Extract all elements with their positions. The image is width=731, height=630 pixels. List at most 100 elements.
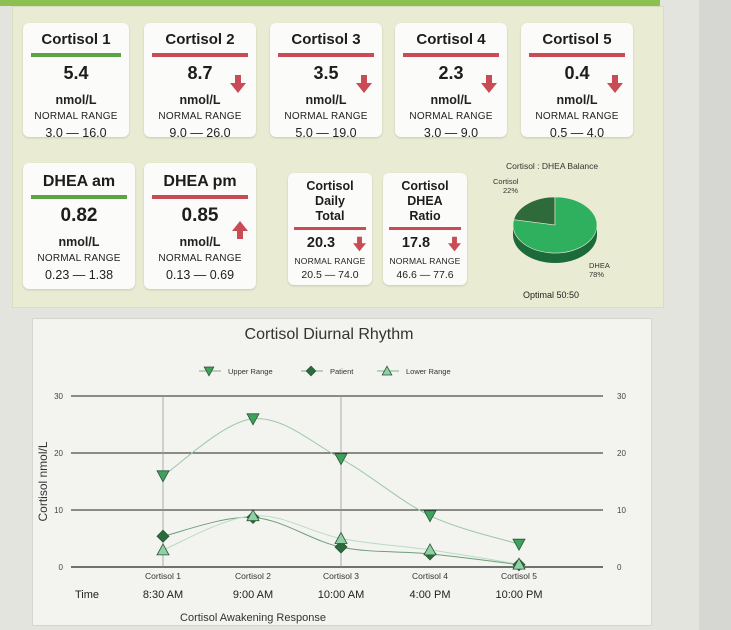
status-bar <box>389 227 461 230</box>
card-value: 0.82 <box>60 205 98 226</box>
card-unit: nmol/L <box>179 93 221 107</box>
range-label: NORMAL RANGE <box>389 256 461 266</box>
y-tick-right: 20 <box>617 449 626 458</box>
y-tick-right: 30 <box>617 392 626 401</box>
card-unit: nmol/L <box>305 93 347 107</box>
range-label: NORMAL RANGE <box>284 111 368 122</box>
x-axis-label: Cortisol Awakening Response <box>180 612 326 624</box>
x-time-label: 8:30 AM <box>143 589 183 601</box>
data-point <box>334 531 348 544</box>
arrow-down-icon <box>481 75 497 93</box>
pie-title: Cortisol : DHEA Balance <box>506 161 599 171</box>
data-point <box>512 538 526 552</box>
range-label: NORMAL RANGE <box>158 111 242 122</box>
status-bar <box>152 53 248 57</box>
top-accent-bar <box>0 0 660 6</box>
data-point <box>246 413 260 426</box>
x-time-label: 4:00 PM <box>410 589 451 601</box>
card-title-line: Cortisol <box>401 179 449 193</box>
status-bar <box>31 195 127 199</box>
range-value: 5.0 — 19.0 <box>295 126 357 140</box>
pie-slice-dhea <box>512 196 598 254</box>
card-value: 2.3 <box>438 63 464 83</box>
pie-label-cortisol-name: Cortisol <box>493 177 519 186</box>
status-bar <box>152 195 248 199</box>
card-unit: nmol/L <box>55 93 97 107</box>
y-tick-left: 30 <box>54 392 63 401</box>
data-point <box>156 543 170 556</box>
pie-label-cortisol: Cortisol 22% <box>493 177 518 195</box>
range-label: NORMAL RANGE <box>37 253 121 264</box>
card-title-line: Total <box>315 209 345 223</box>
card-value: 3.5 <box>313 63 339 83</box>
marker-card: Cortisol 1 5.4 nmol/L NORMAL RANGE 3.0 — 16.… <box>23 23 129 140</box>
data-point <box>512 557 526 570</box>
y-tick-left: 10 <box>54 506 63 515</box>
card-title: Cortisol 5 <box>542 31 612 48</box>
pie-slice-cortisol <box>513 196 556 226</box>
y-tick-right: 0 <box>617 563 622 572</box>
card-value: 0.85 <box>181 205 219 226</box>
status-bar <box>294 227 366 230</box>
card-unit: nmol/L <box>58 235 100 249</box>
arrow-down-icon <box>356 75 372 93</box>
ratio-card: Cortisol DHEA Ratio 17.8 NORMAL RANGE 46.6 — … <box>383 173 467 285</box>
range-value: 20.5 — 74.0 <box>301 269 359 281</box>
status-bar <box>278 53 374 57</box>
range-value: 0.5 — 4.0 <box>549 126 605 140</box>
range-value: 3.0 — 9.0 <box>423 126 479 140</box>
card-title-line: Cortisol <box>306 179 354 193</box>
data-point <box>156 529 170 543</box>
status-bar <box>403 53 499 57</box>
card-title: Cortisol 2 <box>165 31 235 48</box>
data-point <box>423 510 437 523</box>
marker-card: DHEA pm 0.85 nmol/L NORMAL RANGE 0.13 — 0.69 <box>144 163 256 289</box>
legend-marker <box>203 366 215 377</box>
x-category-label: Cortisol 4 <box>412 571 448 581</box>
card-title: Cortisol 3 <box>291 31 361 48</box>
legend-marker <box>381 365 393 376</box>
legend-label: Patient <box>330 367 354 376</box>
pie-side-wall <box>513 225 597 263</box>
marker-card: Cortisol 2 8.7 nmol/L NORMAL RANGE 9.0 — 26.… <box>144 23 256 140</box>
x-time-label: 10:00 AM <box>318 589 364 601</box>
diurnal-chart-container: Cortisol Diurnal Rhythm Upper Range Patien… <box>32 318 652 626</box>
data-point <box>156 470 170 483</box>
card-value: 5.4 <box>63 63 89 83</box>
pie-label-dhea: DHEA 78% <box>589 261 610 279</box>
pie-label-dhea-name: DHEA <box>589 261 610 270</box>
card-value: 20.3 <box>306 235 336 251</box>
status-bar <box>529 53 625 57</box>
x-category-label: Cortisol 5 <box>501 571 537 581</box>
data-point <box>334 453 348 466</box>
diurnal-rhythm-chart: Cortisol Diurnal Rhythm Upper Range Patien… <box>36 326 626 624</box>
card-title: DHEA am <box>42 173 116 190</box>
x-category-label: Cortisol 1 <box>145 571 181 581</box>
legend-label: Upper Range <box>228 367 273 376</box>
arrow-down-icon <box>230 75 246 93</box>
range-label: NORMAL RANGE <box>294 256 366 266</box>
arrow-down-icon <box>353 236 366 252</box>
marker-card: Cortisol 5 0.4 nmol/L NORMAL RANGE 0.5 — 4.0 <box>521 23 633 140</box>
marker-card: Cortisol 3 3.5 nmol/L NORMAL RANGE 5.0 — 19.… <box>270 23 382 140</box>
arrow-down-icon <box>448 236 461 252</box>
pie-label-cortisol-pct: 22% <box>503 186 519 195</box>
pie-footer: Optimal 50:50 <box>523 290 580 300</box>
card-unit: nmol/L <box>179 235 221 249</box>
x-time-label: 10:00 PM <box>495 589 542 601</box>
pie-label-dhea-pct: 78% <box>589 270 605 279</box>
y-tick-left: 20 <box>54 449 63 458</box>
pie-chart <box>512 196 598 263</box>
x-category-label: Cortisol 3 <box>323 571 359 581</box>
card-title-line: Daily <box>315 194 345 208</box>
range-value: 3.0 — 16.0 <box>45 126 107 140</box>
data-point <box>246 508 260 522</box>
arrow-up-icon <box>232 221 248 239</box>
range-label: NORMAL RANGE <box>409 111 493 122</box>
range-label: NORMAL RANGE <box>34 111 118 122</box>
data-point <box>423 543 437 556</box>
y-tick-right: 10 <box>617 506 626 515</box>
chart-title: Cortisol Diurnal Rhythm <box>245 326 414 343</box>
arrow-down-icon <box>607 75 623 93</box>
legend-label: Lower Range <box>406 367 451 376</box>
